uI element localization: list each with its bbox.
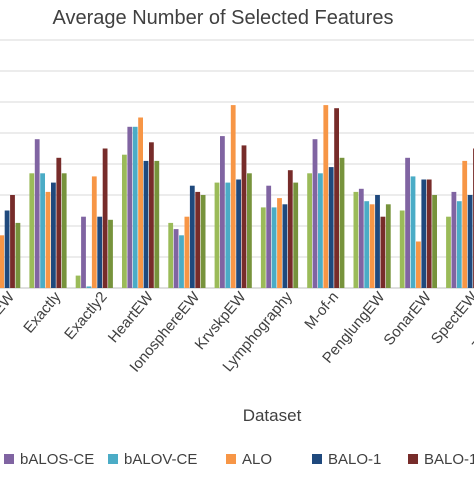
bar: [462, 160, 468, 288]
bar: [86, 286, 92, 288]
bar: [328, 167, 334, 288]
grid: [0, 39, 474, 289]
bar: [426, 179, 432, 288]
bar: [132, 126, 138, 288]
bar: [380, 216, 386, 288]
legend-swatch: [226, 454, 236, 464]
bar: [241, 145, 247, 288]
bar: [75, 275, 81, 288]
x-tick-labels: BreastEW ExactlyExactly2HeartEWIonosphere…: [0, 288, 474, 376]
bar: [312, 139, 318, 288]
bar: [0, 235, 5, 288]
bar: [307, 173, 312, 288]
bar: [173, 229, 179, 288]
bar: [277, 198, 282, 288]
legend-label: BALO-1: [424, 451, 474, 468]
bar: [405, 157, 410, 288]
bar: [369, 204, 375, 288]
x-tick-label: Exactly: [20, 288, 64, 336]
bar: [149, 142, 154, 288]
bar: [184, 216, 190, 288]
chart-title: Average Number of Selected Features: [53, 7, 394, 29]
bar: [179, 235, 184, 288]
legend-swatch: [312, 454, 322, 464]
bar: [293, 182, 299, 288]
bar: [102, 148, 108, 288]
bar: [97, 216, 103, 288]
bar: [29, 173, 35, 288]
bar: [451, 191, 457, 288]
legend-swatch: [108, 454, 118, 464]
bar: [195, 191, 201, 288]
bar: [399, 210, 405, 288]
bar: [467, 195, 473, 288]
bar: [358, 188, 364, 288]
bar: [40, 173, 45, 288]
x-tick-label: SpectEW: [428, 288, 474, 347]
bar: [318, 173, 323, 288]
bar: [364, 201, 370, 288]
bar: [138, 117, 143, 288]
legend-swatch: [4, 454, 14, 464]
bar: [260, 207, 266, 288]
bar: [143, 160, 149, 288]
bar: [200, 195, 206, 288]
bar: [34, 139, 40, 288]
legend-label: ALO: [242, 451, 272, 468]
legend-label: bALOS-CE: [20, 451, 94, 468]
bar: [287, 170, 293, 288]
bar: [334, 108, 339, 288]
bar: [51, 182, 56, 288]
bar: [385, 204, 391, 288]
bar: [271, 207, 277, 288]
bar: [432, 195, 437, 288]
bar: [4, 210, 10, 288]
bar: [168, 222, 174, 288]
bar: [323, 105, 329, 288]
bar: [108, 219, 113, 288]
bar: [45, 191, 51, 288]
bar: [220, 136, 225, 288]
bar: [10, 195, 15, 288]
bar: [416, 241, 421, 288]
x-tick-label: M-of-n: [301, 289, 342, 333]
bar: [225, 182, 231, 288]
bars: [0, 105, 474, 288]
bar: [91, 176, 97, 288]
x-tick-label: Exactly2: [61, 289, 110, 343]
bar: [266, 185, 272, 288]
bar: [127, 126, 133, 288]
bar: [236, 179, 241, 288]
bar: [15, 222, 21, 288]
legend: bALOS-CE bALOV-CE ALO BALO-1 BALO-1: [4, 451, 474, 468]
bar: [154, 160, 160, 288]
bar: [247, 173, 252, 288]
bar: [61, 173, 67, 288]
bar: [410, 176, 416, 288]
bar: [189, 185, 195, 288]
bar: [446, 216, 451, 288]
legend-label: BALO-1: [328, 451, 381, 468]
x-tick-label: BreastEW: [0, 288, 19, 351]
bar: [122, 154, 127, 288]
bar: [421, 179, 427, 288]
bar: [230, 105, 236, 288]
bar: [375, 195, 380, 288]
bar: [81, 216, 86, 288]
x-axis-label: Dataset: [243, 406, 302, 425]
bar: [214, 182, 220, 288]
legend-label: bALOV-CE: [124, 451, 197, 468]
x-tick-label: SonarEW: [380, 288, 435, 349]
bar: [456, 201, 462, 288]
legend-swatch: [408, 454, 418, 464]
bar: [282, 204, 288, 288]
bar: [56, 157, 62, 288]
bar: [339, 157, 345, 288]
bar: [353, 191, 359, 288]
